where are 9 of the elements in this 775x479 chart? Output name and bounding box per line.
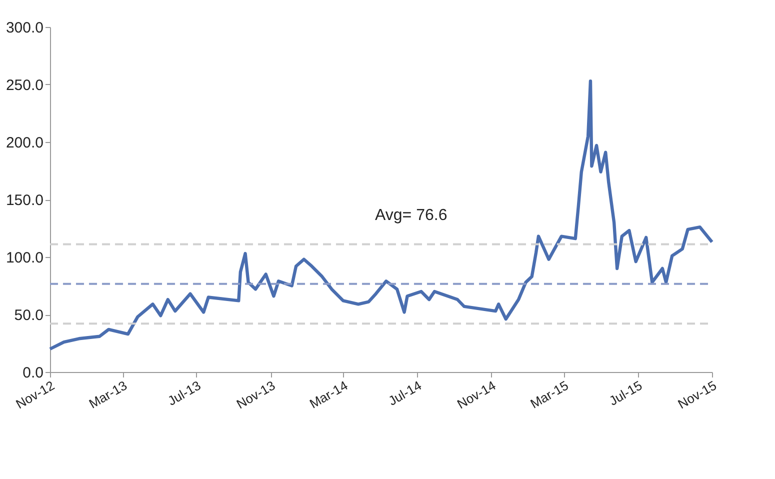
annotation: Avg= 76.6 (375, 207, 448, 224)
y-tick-label: 0.0 (22, 364, 44, 382)
y-tick-label: 250.0 (6, 77, 44, 94)
y-tick-label: 150.0 (6, 192, 44, 209)
line-series (48, 79, 714, 351)
y-tick-label: 300.0 (6, 20, 44, 36)
y-tick-label: 50.0 (14, 307, 44, 324)
y-tick-label: 200.0 (6, 134, 44, 152)
y-tick-label: 100.0 (6, 250, 44, 266)
